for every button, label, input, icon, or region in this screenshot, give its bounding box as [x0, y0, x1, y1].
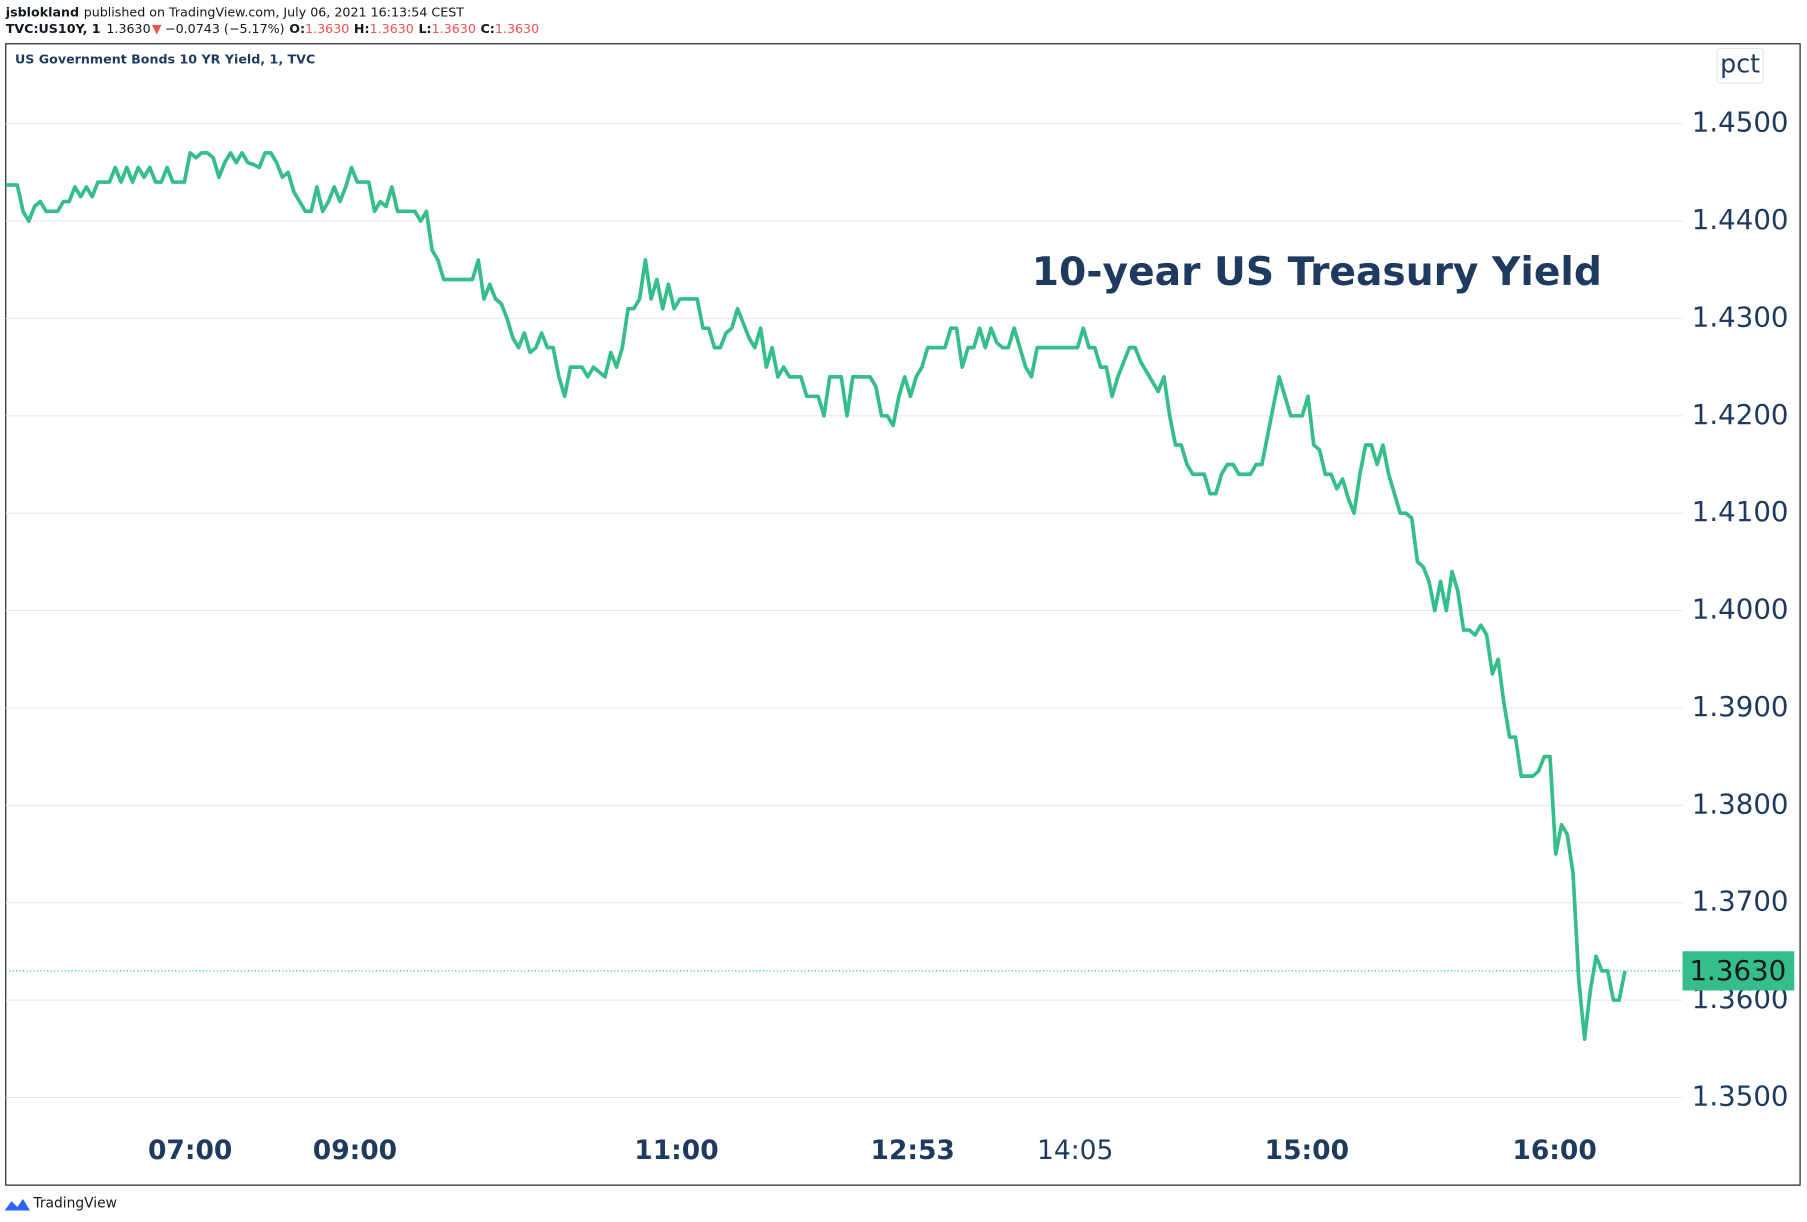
x-tick-label: 16:00	[1512, 1135, 1596, 1166]
ohlc-value: 1.3630	[495, 20, 539, 35]
published: published on TradingView.com, July 06, 2…	[84, 4, 465, 19]
ohlc-label: O:	[289, 20, 305, 35]
symbol-line: TVC:US10Y, 1 1.3630▼ −0.0743 (−5.17%) O:1.3…	[6, 20, 539, 35]
header-line: jsblokland published on TradingView.com, …	[5, 4, 465, 19]
ohlc-value: 1.3630	[305, 20, 349, 35]
ohlc-label: H:	[354, 20, 370, 35]
x-tick-label: 07:00	[148, 1135, 232, 1166]
y-tick-label: 1.3500	[1692, 1079, 1789, 1112]
y-tick-label: 1.3800	[1692, 787, 1789, 820]
unit-box	[1716, 47, 1764, 84]
last-price-box	[1682, 951, 1795, 991]
ohlc-value: 1.3630	[370, 20, 414, 35]
y-tick-label: 1.4200	[1692, 398, 1789, 431]
chart-annotation: 10-year US Treasury Yield	[1032, 250, 1602, 295]
y-tick-label: 1.4400	[1692, 203, 1789, 236]
x-tick-label: 14:05	[1037, 1135, 1113, 1166]
brand-logo	[4, 1198, 30, 1211]
unit-label: pct	[1720, 49, 1760, 79]
ohlc-value: 1.3630	[432, 20, 476, 35]
arrow: ▼	[152, 20, 162, 35]
legend-title: US Government Bonds 10 YR Yield, 1, TVC	[15, 51, 315, 66]
ohlc-label: L:	[418, 20, 431, 35]
x-tick-label: 09:00	[313, 1135, 397, 1166]
price-line	[5, 151, 1627, 1041]
last-price-label: 1.3630	[1689, 954, 1786, 987]
x-tick-label: 12:53	[871, 1135, 955, 1166]
y-tick-label: 1.4000	[1692, 593, 1789, 626]
y-tick-label: 1.4500	[1692, 106, 1789, 139]
y-tick-label: 1.4100	[1692, 495, 1789, 528]
brand-label: TradingView	[32, 1196, 117, 1212]
brand: TradingView	[4, 1196, 117, 1212]
y-tick-label: 1.3700	[1692, 885, 1789, 918]
symbol: TVC:US10Y, 1	[6, 20, 101, 35]
frame	[5, 43, 1801, 1186]
y-tick-label: 1.4300	[1692, 300, 1789, 333]
x-tick-label: 15:00	[1265, 1135, 1349, 1166]
change: −0.0743 (−5.17%)	[165, 20, 285, 35]
price: 1.3630	[106, 20, 150, 35]
ohlc-label: C:	[481, 20, 495, 35]
x-tick-label: 11:00	[634, 1135, 718, 1166]
author: jsblokland	[5, 4, 79, 19]
y-tick-label: 1.3900	[1692, 690, 1789, 723]
